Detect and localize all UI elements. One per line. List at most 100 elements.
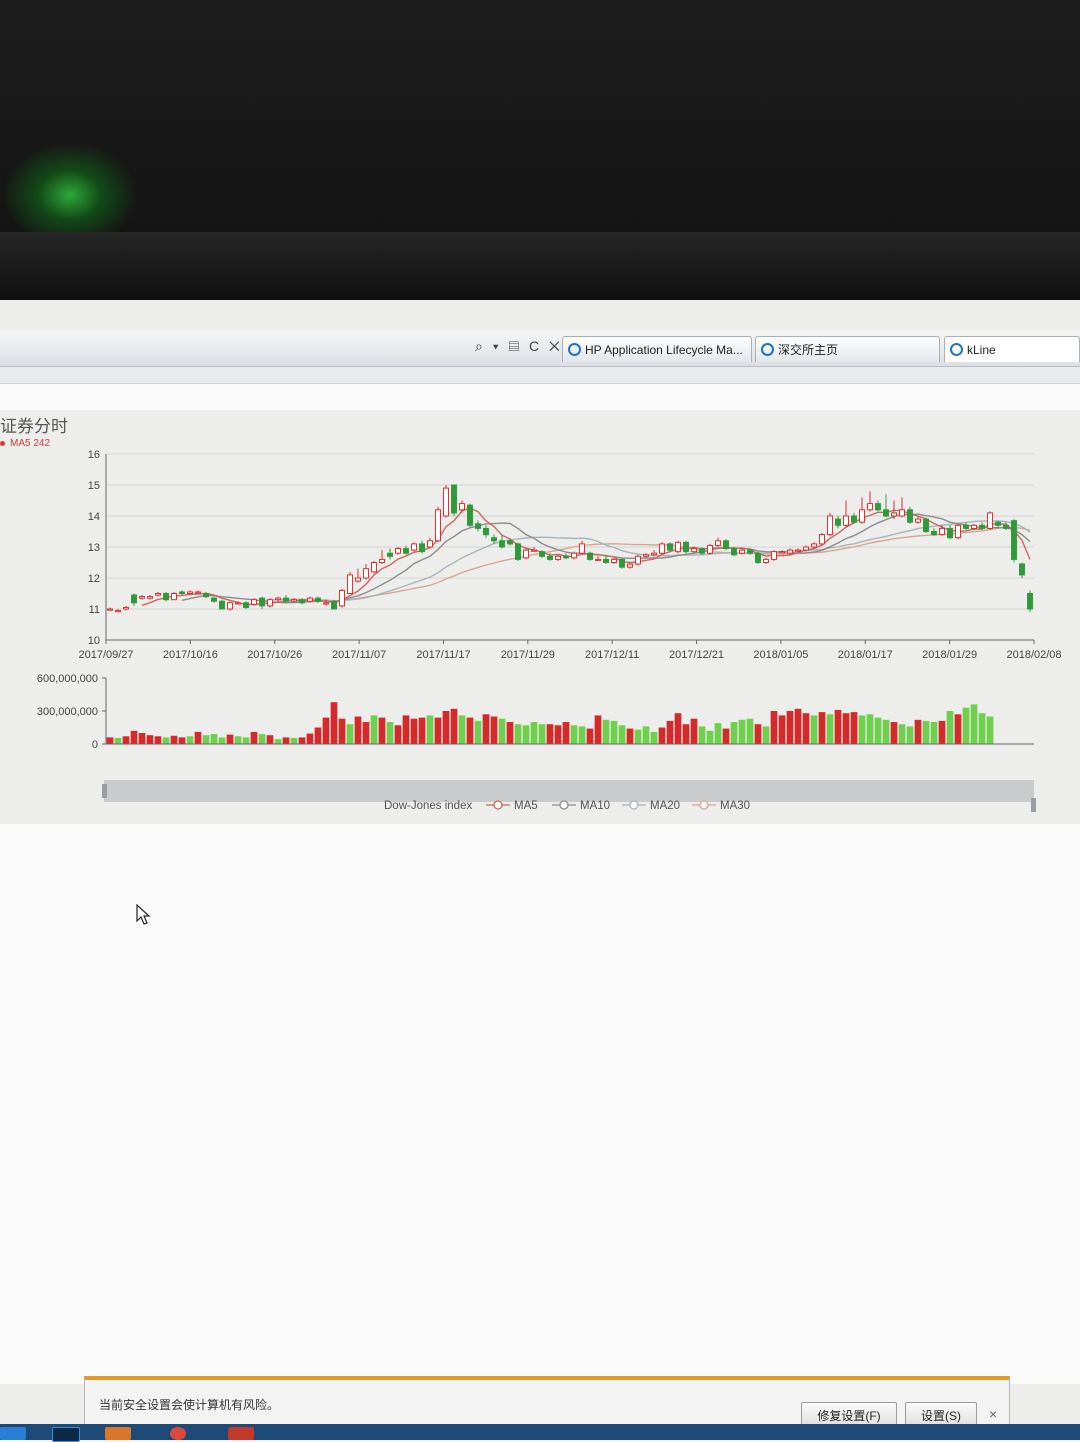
app-icon[interactable] — [105, 1427, 131, 1440]
volume-bar — [162, 737, 170, 744]
candle-body — [243, 602, 249, 608]
datazoom-right-handle[interactable] — [1031, 798, 1036, 812]
room-background — [0, 0, 1080, 240]
chrome-icon[interactable] — [170, 1427, 186, 1440]
monitor-bezel — [0, 232, 1080, 312]
address-bar-tools[interactable]: ⌕ ▾ ▤ C ✕ — [475, 338, 563, 354]
candle-body — [339, 589, 345, 607]
datazoom-slider[interactable] — [104, 780, 1034, 802]
volume-bar — [354, 716, 362, 744]
candle-body — [283, 597, 289, 602]
candle-body — [1019, 563, 1025, 576]
volume-bar — [146, 735, 154, 744]
y-tick-label: 11 — [89, 604, 100, 616]
candle-body — [595, 558, 601, 562]
volume-bar — [378, 717, 386, 744]
candle-body — [899, 509, 905, 517]
candle-body — [483, 527, 489, 536]
volume-bar — [754, 724, 762, 744]
candle-body — [291, 599, 297, 602]
candle-body — [251, 599, 257, 605]
legend-marker — [493, 800, 503, 810]
volume-bar — [194, 731, 202, 744]
candle-body — [611, 558, 617, 564]
datazoom-left-handle[interactable] — [102, 784, 107, 798]
volume-bar — [226, 734, 234, 744]
x-tick-label: 2017/12/11 — [585, 649, 639, 661]
candle-body — [747, 549, 753, 554]
volume-bar — [610, 720, 618, 744]
candle-body — [563, 555, 569, 559]
volume-bar — [882, 719, 890, 744]
tab-hp-alm[interactable]: HP Application Lifecycle Ma... — [562, 336, 752, 362]
volume-bar — [210, 734, 218, 744]
candle-body — [123, 606, 129, 610]
candle-body — [987, 512, 993, 529]
candle-body — [723, 540, 729, 550]
volume-bar — [802, 713, 810, 744]
candle-body — [171, 593, 177, 601]
candle-body — [371, 562, 377, 573]
candle-body — [115, 610, 121, 613]
volume-bar — [474, 720, 482, 744]
volume-bar — [786, 711, 794, 744]
volume-bar — [586, 728, 594, 744]
volume-bar — [666, 720, 674, 744]
candle-body — [923, 518, 929, 532]
candle-body — [195, 591, 201, 594]
volume-bar — [658, 727, 666, 744]
legend-marker — [699, 800, 709, 810]
y-tick-label: 12 — [88, 573, 100, 585]
chart-legend: Dow-Jones index MA5 MA10 MA20 MA30 — [384, 800, 750, 812]
candle-body — [347, 574, 353, 594]
volume-bar — [698, 726, 706, 744]
volume-bar — [490, 716, 498, 744]
volume-bar — [538, 724, 546, 744]
volume-bar — [578, 726, 586, 744]
legend-label: MA20 — [650, 800, 680, 812]
candle-body — [259, 597, 265, 607]
candle-body — [107, 608, 113, 611]
candle-body — [331, 600, 337, 610]
volume-bar — [922, 720, 930, 744]
volume-bar — [890, 722, 898, 744]
x-tick-label: 2018/01/05 — [753, 649, 808, 661]
volume-bar — [826, 714, 834, 744]
candle-body — [579, 543, 585, 554]
candle-body — [419, 543, 425, 553]
legend-marker — [629, 800, 639, 810]
volume-bar — [594, 715, 602, 744]
volume-axis: 600,000,000 300,000,000 0 — [37, 673, 1034, 751]
volume-bar — [906, 726, 914, 744]
app-icon[interactable] — [228, 1427, 254, 1440]
candle-body — [851, 515, 857, 523]
candle-body — [443, 487, 449, 517]
volume-bar — [266, 735, 274, 744]
tab-szse-home[interactable]: 深交所主页 — [755, 336, 940, 362]
volume-bar — [602, 719, 610, 744]
candle-body — [587, 552, 593, 560]
page-content: 证券分时 MA5 242 16 15 14 13 12 11 10 2017/09/27 20… — [0, 384, 1080, 1384]
candle-body — [451, 484, 457, 514]
candle-body — [907, 509, 913, 523]
candle-body — [787, 549, 793, 554]
tab-kline[interactable]: kLine — [944, 336, 1080, 362]
candle-body — [139, 596, 145, 599]
candle-body — [931, 531, 937, 536]
close-icon[interactable]: × — [989, 1406, 998, 1422]
tab-label: 深交所主页 — [778, 343, 839, 357]
volume-bar — [522, 725, 530, 744]
volume-bar — [418, 717, 426, 744]
candle-body — [435, 509, 441, 542]
volume-bar — [458, 715, 466, 744]
ie-taskbar-icon[interactable] — [0, 1427, 26, 1440]
candle-body — [867, 503, 873, 511]
candle-body — [643, 554, 649, 557]
volume-bar — [282, 737, 290, 744]
volume-bar — [570, 725, 578, 744]
candle-body — [211, 597, 217, 602]
candle-body — [683, 541, 689, 553]
volume-bar — [426, 715, 434, 744]
volume-bar — [762, 726, 770, 744]
